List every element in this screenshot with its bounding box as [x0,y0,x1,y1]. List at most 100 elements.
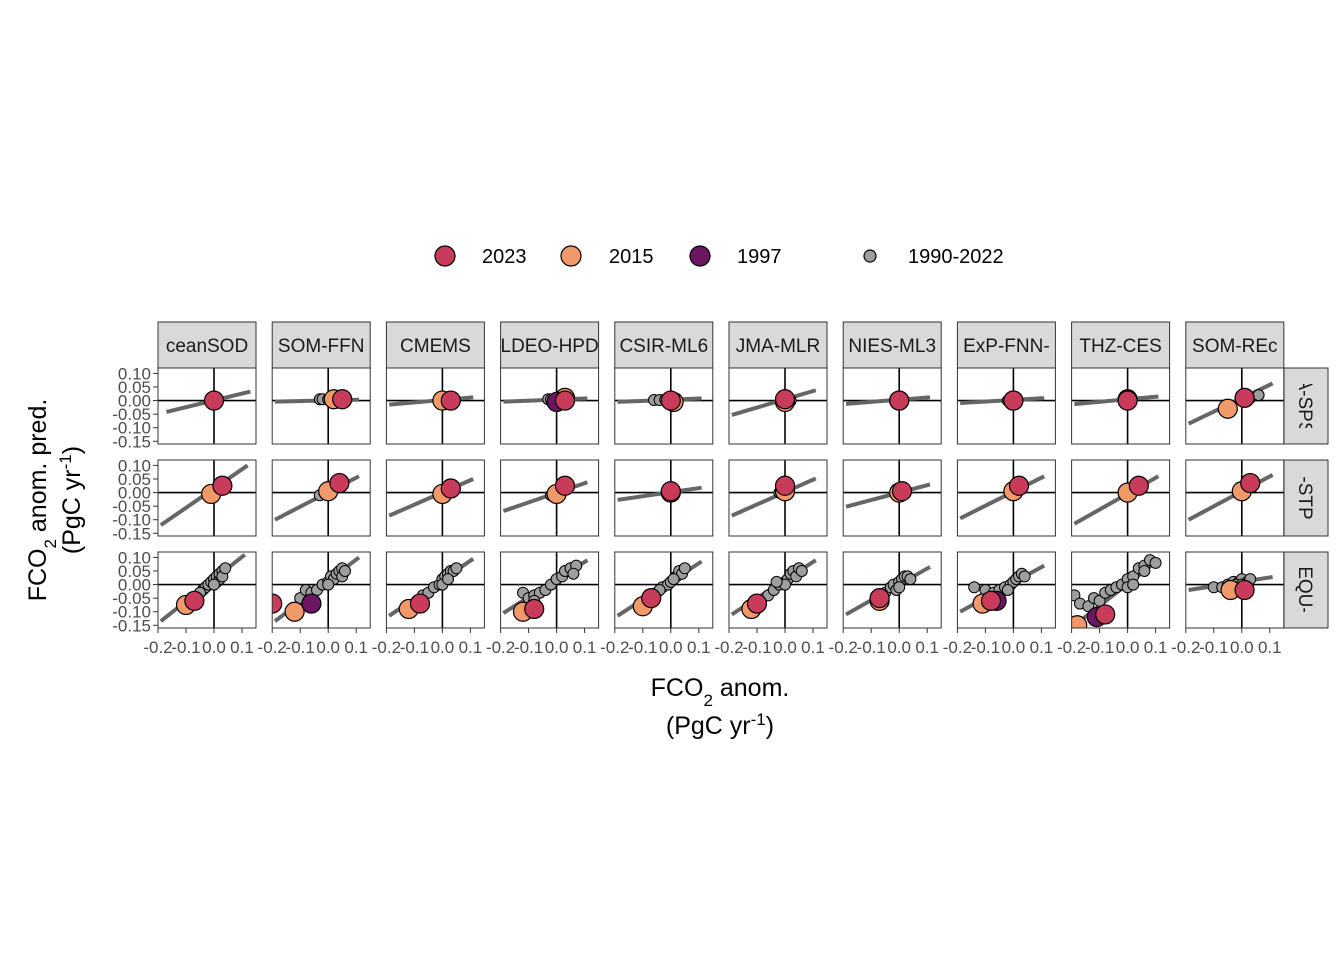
panel-plot-area [843,552,942,628]
x-axis-title: FCO2 anom. [651,674,790,710]
strip-box [385,321,485,369]
legend-key-1990-2022 [863,249,877,263]
panel-r3-c4 [500,551,600,629]
panel-border [956,459,1056,537]
panel-plot-area [386,460,485,536]
point-1990-2022 [322,578,335,591]
x-tick-label: 0.0 [1230,638,1254,657]
x-tick-label: -0.1 [286,638,315,657]
point-1990-2022 [770,575,783,588]
point-1997 [301,593,322,614]
panel-plot-area [614,460,713,536]
point-2023 [184,590,205,611]
panel-border [1185,551,1285,629]
panel-plot-area [1071,552,1170,628]
point-2023 [1128,475,1149,496]
panel-r3-c5 [614,551,714,629]
point-2023 [891,481,913,502]
panel-r3-c8 [956,551,1056,629]
panel-plot-area [500,552,599,628]
panel-border [157,367,257,445]
panel-border [1185,459,1285,537]
point-2023 [889,390,910,411]
panel-r2-c3 [385,459,485,537]
point-2023 [869,588,890,609]
x-tick-label: 0.0 [316,638,340,657]
point-2023 [203,390,225,411]
panel-r3-c2 [271,551,371,629]
strip-box [271,321,371,369]
x-tick-label: 0.0 [431,638,455,657]
strip-box [956,321,1056,369]
strip-label: ExP-FNN- [963,336,1050,357]
point-2023 [641,588,662,609]
point-2023 [1008,475,1030,496]
strip-label: LDEO-HPD [501,336,599,357]
point-1990-2022 [904,573,917,586]
point-2015 [1071,615,1088,628]
point-2023 [554,390,576,411]
panel-plot-area [500,368,599,444]
y-tick-label: 0.00 [118,484,151,503]
panel-r1-c2 [271,367,371,445]
x-tick-label: -0.2 [943,638,972,657]
panel-plot-area [1185,368,1284,444]
panel-border [728,367,828,445]
point-2023 [1234,387,1255,408]
x-tick-label: 0.1 [801,638,825,657]
panel-r1-c9 [1071,367,1171,445]
point-2023 [1095,604,1116,625]
panel-border [157,551,257,629]
point-2023 [774,389,796,410]
panel-r2-c2 [271,459,371,537]
y-axis-title: FCO2 anom. pred. [24,399,60,602]
point-1990-2022 [450,562,463,575]
y-tick-label: -0.10 [112,603,151,622]
panel-r1-c5 [614,367,714,445]
point-1990-2022 [1001,584,1014,596]
strip-label: JMA-MLR [736,336,820,357]
panel-border [157,459,257,537]
point-1990-2022 [339,565,351,577]
strip-column-2: SOM-FFN [271,321,371,369]
panel-plot-area [272,552,371,628]
panel-plot-area [272,368,371,444]
panel-background [272,368,371,444]
x-tick-label: -0.2 [1171,638,1200,657]
panel-plot-area [1185,460,1284,536]
y-tick-label: 0.10 [118,364,151,383]
y-tick-label: -0.05 [112,405,151,424]
y-axis-unit: (PgC yr-1) [56,446,87,554]
point-2023 [980,590,1002,611]
point-2023 [1240,472,1261,494]
strip-box [1283,367,1329,445]
strip-label: CMEMS [400,336,471,357]
point-1990-2022 [1252,389,1265,402]
x-tick-label: 0.0 [1002,638,1026,657]
point-1990-2022 [1018,570,1031,583]
x-tick-label: -0.1 [1085,638,1114,657]
point-1990-2022 [567,567,580,580]
strip-label: A-STPS [1294,464,1315,533]
y-tick-label: 0.10 [118,456,151,475]
strip-box [1283,459,1329,537]
x-tick-label: -0.2 [143,638,172,657]
regression-line [730,476,817,518]
point-2023 [746,593,768,614]
panel-border [385,367,485,445]
point-1990-2022 [667,573,680,586]
strip-column-8: ExP-FNN- [956,321,1056,369]
strip-box [157,321,257,369]
panel-plot-area [1071,460,1170,536]
x-tick-label: -0.2 [486,638,515,657]
point-2023 [774,475,796,496]
strip-label: NIES-ML3 [848,336,936,357]
panel-plot-area [158,460,256,536]
panel-plot-area [843,460,942,536]
panel-border [385,459,485,537]
x-tick-label: 0.1 [687,638,711,657]
panel-border [614,367,714,445]
panel-r3-c6 [728,551,828,629]
point-2023 [524,598,545,620]
